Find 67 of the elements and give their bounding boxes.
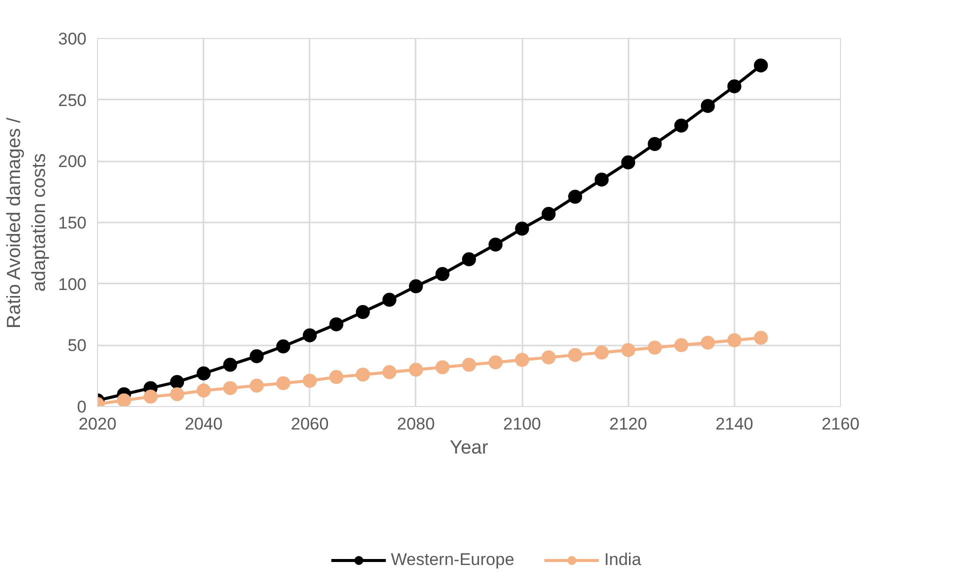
x-axis-title: Year	[450, 438, 489, 458]
y-tick-label: 250	[58, 90, 87, 110]
point	[435, 267, 450, 282]
y-axis-title: Ratio Avoided damages / adaptation costs	[4, 116, 50, 328]
point	[488, 355, 503, 370]
point	[515, 352, 530, 367]
point	[117, 393, 132, 406]
y-tick-label: 0	[77, 398, 87, 416]
point	[542, 206, 556, 221]
point	[488, 238, 503, 252]
legend-label: Western-Europe	[390, 550, 514, 570]
point	[515, 222, 530, 236]
point	[621, 343, 636, 358]
point	[674, 338, 688, 352]
point	[674, 118, 688, 133]
point	[648, 340, 662, 355]
y-tick-label: 50	[68, 336, 87, 356]
y-tick-label: 200	[58, 152, 87, 172]
x-tick-label: 2120	[609, 414, 648, 434]
point	[727, 333, 742, 348]
point	[542, 350, 556, 364]
point	[754, 330, 768, 345]
point	[594, 346, 609, 360]
x-tick-label: 2160	[822, 414, 860, 434]
point	[700, 336, 715, 350]
point	[302, 374, 317, 388]
point	[435, 360, 450, 374]
point	[170, 374, 184, 389]
point	[223, 358, 238, 372]
y-tick-label: 150	[58, 214, 87, 232]
point	[594, 172, 609, 187]
point	[408, 279, 423, 294]
point	[144, 390, 158, 404]
point	[754, 58, 768, 72]
point	[356, 368, 370, 382]
x-tick-label: 2080	[397, 414, 435, 434]
point	[568, 348, 582, 362]
point	[356, 305, 370, 320]
x-tick-label: 2060	[290, 414, 329, 434]
point	[382, 365, 396, 380]
point	[276, 376, 290, 390]
point	[727, 79, 742, 94]
point	[196, 366, 211, 380]
point	[196, 384, 211, 398]
point	[462, 252, 476, 266]
y-tick-label: 300	[58, 30, 87, 48]
point	[302, 328, 317, 342]
legend-label: India	[604, 550, 642, 570]
point	[329, 317, 344, 332]
point	[568, 190, 582, 204]
point	[382, 292, 396, 307]
x-tick-label: 2140	[715, 414, 754, 434]
point	[621, 155, 636, 170]
point	[462, 358, 476, 372]
x-tick-label: 2040	[184, 414, 223, 434]
point	[250, 349, 264, 364]
point	[276, 339, 290, 354]
point	[648, 137, 662, 151]
y-tick-label: 100	[58, 274, 87, 294]
x-tick-label: 2100	[503, 414, 541, 434]
point	[329, 370, 344, 384]
point	[700, 98, 715, 113]
point	[170, 387, 184, 402]
point	[408, 362, 423, 377]
x-tick-label: 2020	[78, 414, 116, 434]
point	[223, 381, 238, 396]
point	[250, 378, 264, 393]
